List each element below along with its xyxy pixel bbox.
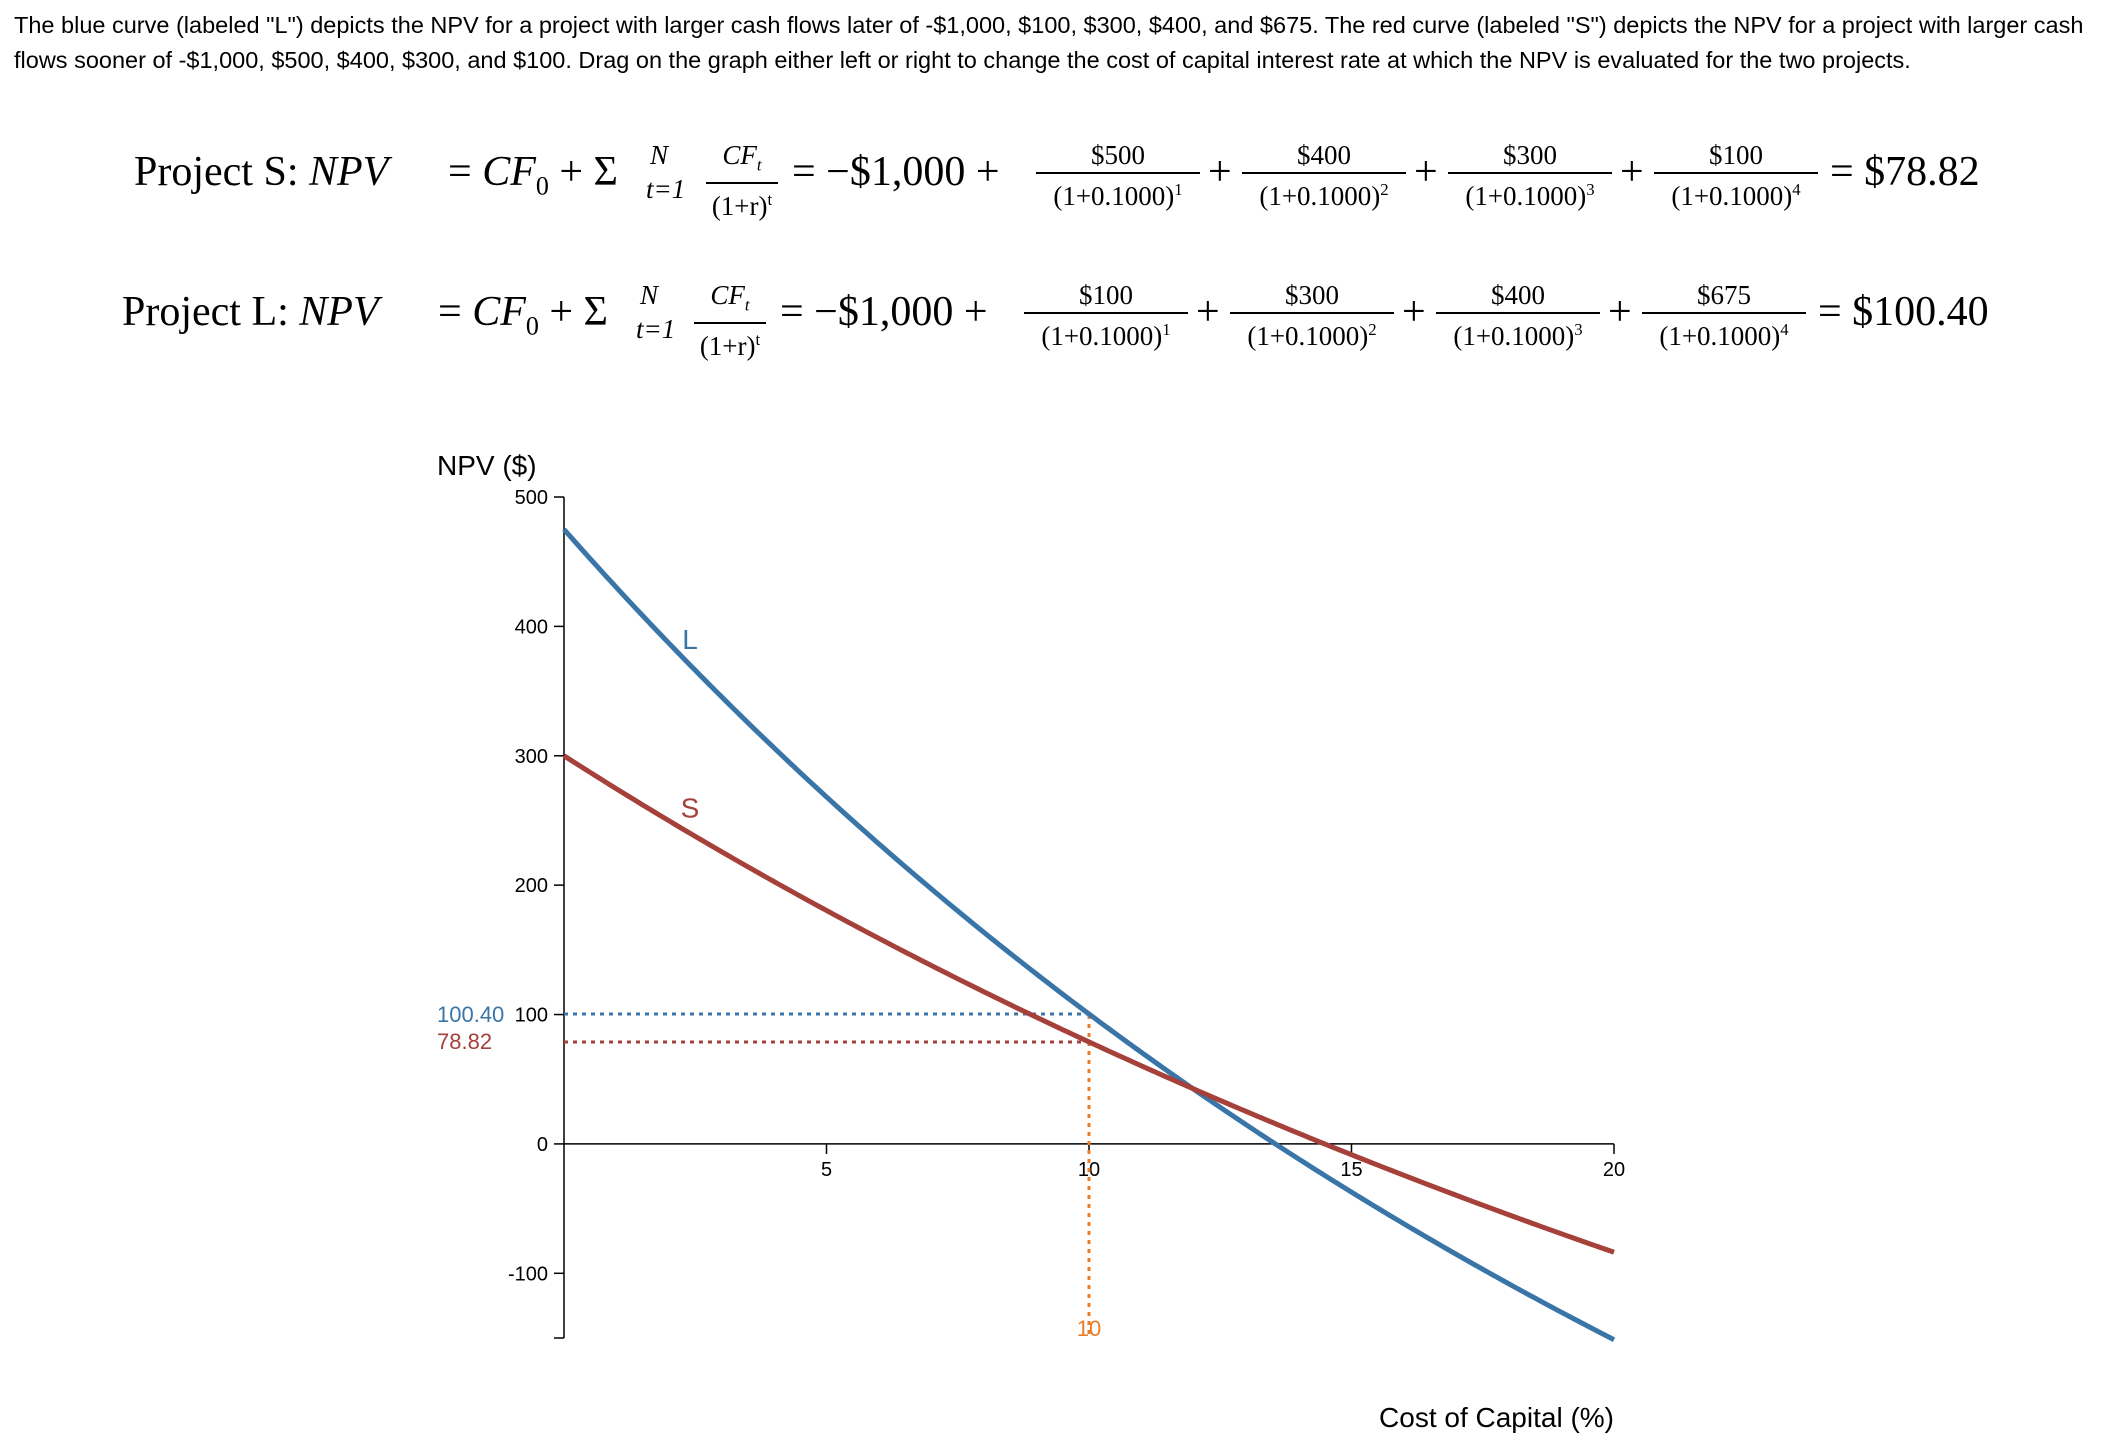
term-numerator: $100: [1079, 280, 1133, 310]
equation-label: Project L:: [122, 289, 300, 335]
term-denominator: (1+0.1000): [1053, 181, 1175, 211]
selected-rate-label: 10: [1077, 1316, 1101, 1341]
y-tick-label: 100: [515, 1005, 548, 1027]
term-denominator: (1+0.1000): [1041, 321, 1163, 351]
general-denominator: (1+r): [711, 191, 768, 222]
initial-investment: = −$1,000 +: [780, 289, 988, 335]
term-exponent: 2: [1368, 320, 1377, 339]
term-denominator: (1+0.1000): [1259, 181, 1381, 211]
term-fraction: $675 (1+0.1000)4: [1642, 280, 1806, 351]
term-fraction: $500 (1+0.1000)1: [1036, 140, 1200, 211]
term-numerator: $400: [1297, 140, 1351, 170]
general-numerator: CF: [710, 280, 745, 310]
npv-result-l: = $100.40: [1818, 289, 1989, 335]
term-numerator: $675: [1697, 280, 1751, 310]
y-tick-label: 300: [515, 746, 548, 768]
y-tick-label: 0: [537, 1134, 548, 1156]
project-s-equation: Project S: NPV = CF0 + Σ N t=1 CFt (1+r)…: [134, 140, 1980, 222]
npv-curves: [562, 527, 1616, 1342]
term-exponent: 3: [1586, 180, 1595, 199]
chart-axes: 500 400 300 200 100 0 -100 5 10 15 20 NPV ($) Cost o…: [437, 450, 1625, 1433]
y-tick-label: 500: [515, 487, 548, 509]
sum-lower: t=1: [636, 314, 676, 344]
general-term-fraction: CFt (1+r)t: [694, 280, 766, 361]
project-l-equation: Project L: NPV = CF0 + Σ N t=1 CFt (1+r)…: [122, 280, 1989, 362]
x-tick-label: 20: [1603, 1159, 1625, 1181]
cf0-symbol: CF: [482, 149, 536, 195]
series-label-S: S: [681, 792, 700, 823]
y-tick-label: -100: [508, 1263, 548, 1285]
x-axis-title: Cost of Capital (%): [1379, 1402, 1614, 1433]
term-denominator: (1+0.1000): [1453, 321, 1575, 351]
sum-upper: N: [640, 280, 659, 310]
general-term-fraction: CFt (1+r)t: [706, 140, 778, 221]
npv-symbol: NPV: [299, 289, 379, 335]
sum-lower: t=1: [646, 174, 686, 204]
term-numerator: $400: [1491, 280, 1545, 310]
term-denominator: (1+0.1000): [1247, 321, 1369, 351]
selected-value-label-S: 78.82: [437, 1029, 492, 1054]
term-fraction: $100 (1+0.1000)1: [1024, 280, 1188, 351]
term-exponent: 4: [1780, 320, 1789, 339]
x-tick-label: 15: [1340, 1159, 1362, 1181]
y-tick-label: 400: [515, 616, 548, 638]
npv-result-s: = $78.82: [1830, 149, 1980, 195]
term-fraction: $300 (1+0.1000)2: [1230, 280, 1394, 351]
term-denominator: (1+0.1000): [1671, 181, 1793, 211]
term-numerator: $300: [1503, 140, 1557, 170]
equation-label: Project S:: [134, 149, 309, 195]
selected-value-label-L: 100.40: [437, 1002, 504, 1027]
term-fraction: $300 (1+0.1000)3: [1448, 140, 1612, 211]
npv-curve-L: [562, 527, 1616, 1342]
general-denominator: (1+r): [699, 331, 756, 362]
y-tick-label: 200: [515, 875, 548, 897]
x-tick-label: 5: [821, 1159, 832, 1181]
npv-curve-S: [562, 753, 1615, 1255]
term-fraction: $100 (1+0.1000)4: [1654, 140, 1818, 211]
term-fraction: $400 (1+0.1000)2: [1242, 140, 1406, 211]
term-numerator: $500: [1091, 140, 1145, 170]
sum-upper: N: [650, 140, 669, 170]
term-exponent: 1: [1174, 180, 1183, 199]
term-denominator: (1+0.1000): [1659, 321, 1781, 351]
term-numerator: $100: [1709, 140, 1763, 170]
instructions-text: The blue curve (labeled "L") depicts the…: [14, 12, 2084, 73]
y-axis-title: NPV ($): [437, 450, 537, 481]
term-exponent: 4: [1792, 180, 1801, 199]
series-label-L: L: [682, 624, 698, 655]
term-fraction: $400 (1+0.1000)3: [1436, 280, 1600, 351]
selected-rate-guides: [564, 1012, 1091, 1334]
cf0-symbol: CF: [472, 289, 526, 335]
initial-investment: = −$1,000 +: [792, 149, 1000, 195]
term-exponent: 3: [1574, 320, 1583, 339]
term-exponent: 2: [1380, 180, 1389, 199]
term-numerator: $300: [1285, 280, 1339, 310]
term-exponent: 1: [1162, 320, 1171, 339]
npv-symbol: NPV: [309, 149, 389, 195]
general-numerator: CF: [722, 140, 757, 170]
term-denominator: (1+0.1000): [1465, 181, 1587, 211]
